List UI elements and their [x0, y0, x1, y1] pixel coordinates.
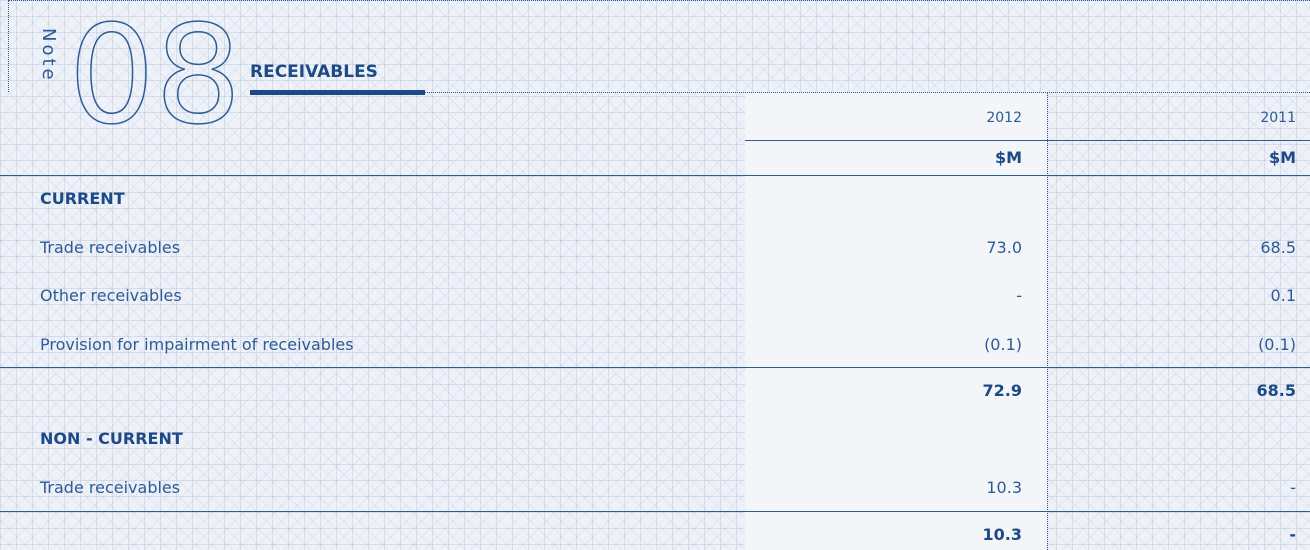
total-value: -: [1289, 525, 1296, 545]
note-label: Note: [38, 28, 58, 83]
row-label: Provision for impairment of receivables: [40, 335, 354, 355]
dotted-border: [8, 0, 9, 92]
cell-value: 10.3: [986, 478, 1022, 498]
cell-value: 73.0: [986, 238, 1022, 258]
cell-value: 0.1: [1271, 286, 1296, 306]
rule: [0, 511, 1310, 512]
column-divider: [1047, 92, 1048, 550]
column-unit: $M: [995, 148, 1022, 168]
total-value: 68.5: [1257, 381, 1296, 401]
cell-value: (0.1): [1258, 335, 1296, 355]
dotted-border: [8, 0, 1310, 1]
total-value: 72.9: [983, 381, 1022, 401]
rule: [0, 175, 1310, 176]
note-number: 08: [60, 18, 250, 138]
page: Note 08 RECEIVABLES 2012 $M 2011 $M CURRENT T…: [0, 0, 1310, 550]
dotted-rule: [425, 92, 1310, 93]
total-value: 10.3: [983, 525, 1022, 545]
cell-value: (0.1): [984, 335, 1022, 355]
rule: [0, 367, 1310, 368]
rule: [745, 140, 1310, 141]
row-label: Trade receivables: [40, 478, 180, 498]
row-label: Trade receivables: [40, 238, 180, 258]
cell-value: -: [1290, 478, 1296, 498]
cell-value: -: [1016, 286, 1022, 306]
column-year: 2011: [1260, 108, 1296, 128]
title-underline: [250, 90, 425, 95]
section-heading: CURRENT: [40, 189, 125, 209]
column-unit: $M: [1269, 148, 1296, 168]
note-number-text: 08: [68, 18, 241, 138]
row-label: Other receivables: [40, 286, 182, 306]
cell-value: 68.5: [1260, 238, 1296, 258]
column-year: 2012: [986, 108, 1022, 128]
note-title: RECEIVABLES: [250, 62, 378, 82]
section-heading: NON - CURRENT: [40, 429, 183, 449]
